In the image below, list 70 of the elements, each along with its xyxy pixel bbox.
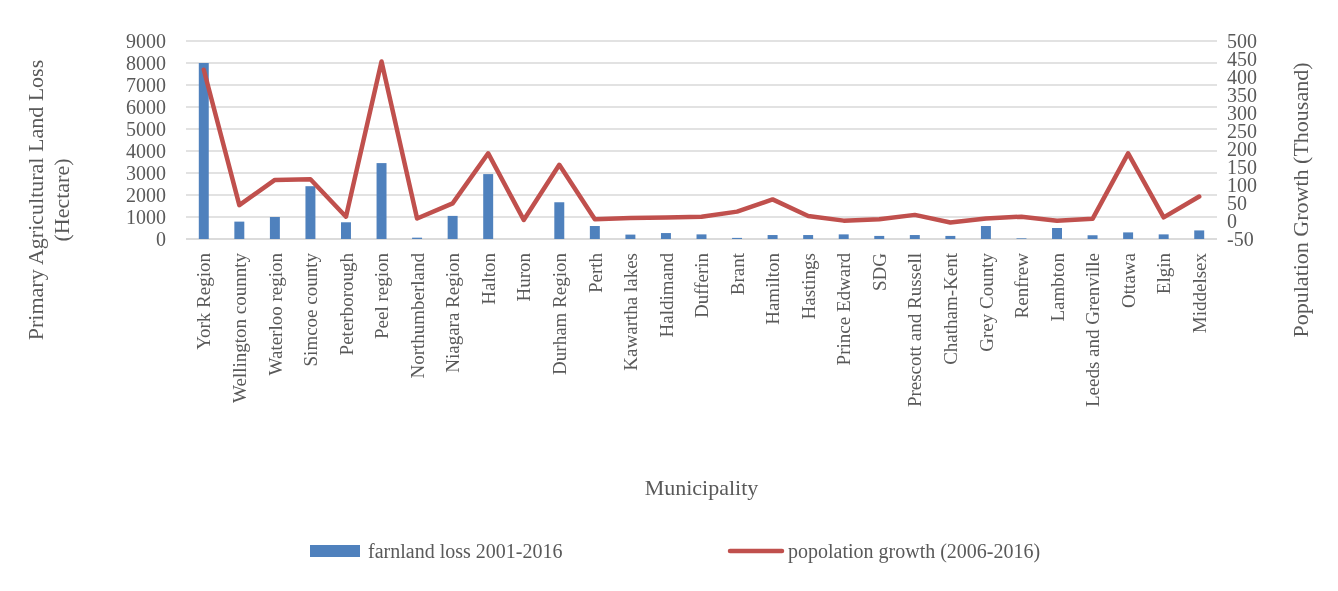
bar [1052, 228, 1062, 239]
x-axis-title: Municipality [644, 475, 759, 500]
x-tick-label: Renfrew [1011, 252, 1033, 319]
x-tick-label: Hastings [797, 253, 819, 320]
x-tick-label: Wellington counnty [228, 252, 250, 403]
bar [305, 186, 316, 239]
bar [767, 235, 778, 239]
bar [376, 163, 387, 239]
y-tick-label: 9000 [126, 30, 166, 52]
bar [589, 226, 600, 239]
x-tick-label: Kawartha lakes [620, 253, 642, 371]
x-tick-label: Prince Edward [833, 252, 855, 366]
legend-label: farnland loss 2001-2016 [368, 540, 563, 562]
x-tick-label: Grey County [975, 252, 997, 352]
bar [909, 235, 920, 239]
x-tick-label: Northumberland [406, 252, 428, 379]
x-tick-label: Peel region [371, 252, 393, 340]
y2-axis-title: Population Growth (Thousand) [1288, 62, 1313, 338]
bar [980, 226, 991, 239]
x-tick-label: SDG [868, 252, 890, 292]
y-tick-label: 6000 [126, 96, 166, 118]
x-tick-label: Peterborough [335, 252, 357, 356]
x-tick-label: Durham Region [548, 252, 570, 375]
bar [696, 234, 707, 239]
x-tick-label: Ottawa [1117, 252, 1139, 308]
bar [625, 234, 636, 239]
x-tick-label: Huron [513, 252, 535, 302]
y-tick-label: 5000 [126, 118, 166, 140]
x-tick-label: Halton [477, 252, 499, 305]
bar [234, 221, 245, 239]
bar [660, 233, 671, 239]
x-tick-label: Haldimand [655, 252, 677, 338]
x-tick-label: Lambton [1046, 252, 1068, 322]
bar [483, 174, 494, 239]
x-tick-label: Hamilton [762, 252, 784, 325]
legend-label: popolation growth (2006-2016) [788, 540, 1041, 563]
x-tick-label: Middelsex [1188, 252, 1210, 334]
bar [838, 234, 849, 239]
y-axis-title: Primary Agricultural Land Loss (Hectare) [23, 59, 74, 341]
x-tick-label: Niagara Region [442, 252, 464, 373]
y-tick-label: 0 [156, 228, 166, 250]
bar [803, 235, 814, 239]
bar [1087, 235, 1098, 239]
bar [874, 235, 885, 239]
y-tick-label: 8000 [126, 52, 166, 74]
y-tick-label: 1000 [126, 206, 166, 228]
y-tick-label: 3000 [126, 162, 166, 184]
bar [269, 217, 280, 239]
bar [554, 202, 565, 239]
bar [341, 222, 351, 239]
bar [1158, 234, 1169, 239]
x-tick-label: Elgin [1153, 252, 1175, 295]
x-tick-label: York Region [193, 252, 215, 350]
bar [198, 63, 209, 239]
x-tick-label: Dufferin [691, 252, 713, 319]
y-tick-label: 2000 [126, 184, 166, 206]
x-tick-label: Waterloo region [264, 252, 286, 376]
x-tick-label: Perth [584, 252, 606, 294]
x-tick-label: Leeds and Grenville [1082, 253, 1104, 408]
y-tick-label: 4000 [126, 140, 166, 162]
x-tick-label: Simcoe county [300, 252, 322, 367]
line-series [201, 59, 1202, 225]
y-tick-label: 7000 [126, 74, 166, 96]
bar [1194, 230, 1205, 239]
bar [447, 215, 458, 239]
x-tick-label: Chatham-Kent [940, 252, 962, 365]
bar [945, 235, 956, 239]
x-tick-label: Prescott and Russell [904, 253, 926, 408]
x-tick-label: Brant [726, 252, 748, 296]
bar [1123, 232, 1134, 239]
